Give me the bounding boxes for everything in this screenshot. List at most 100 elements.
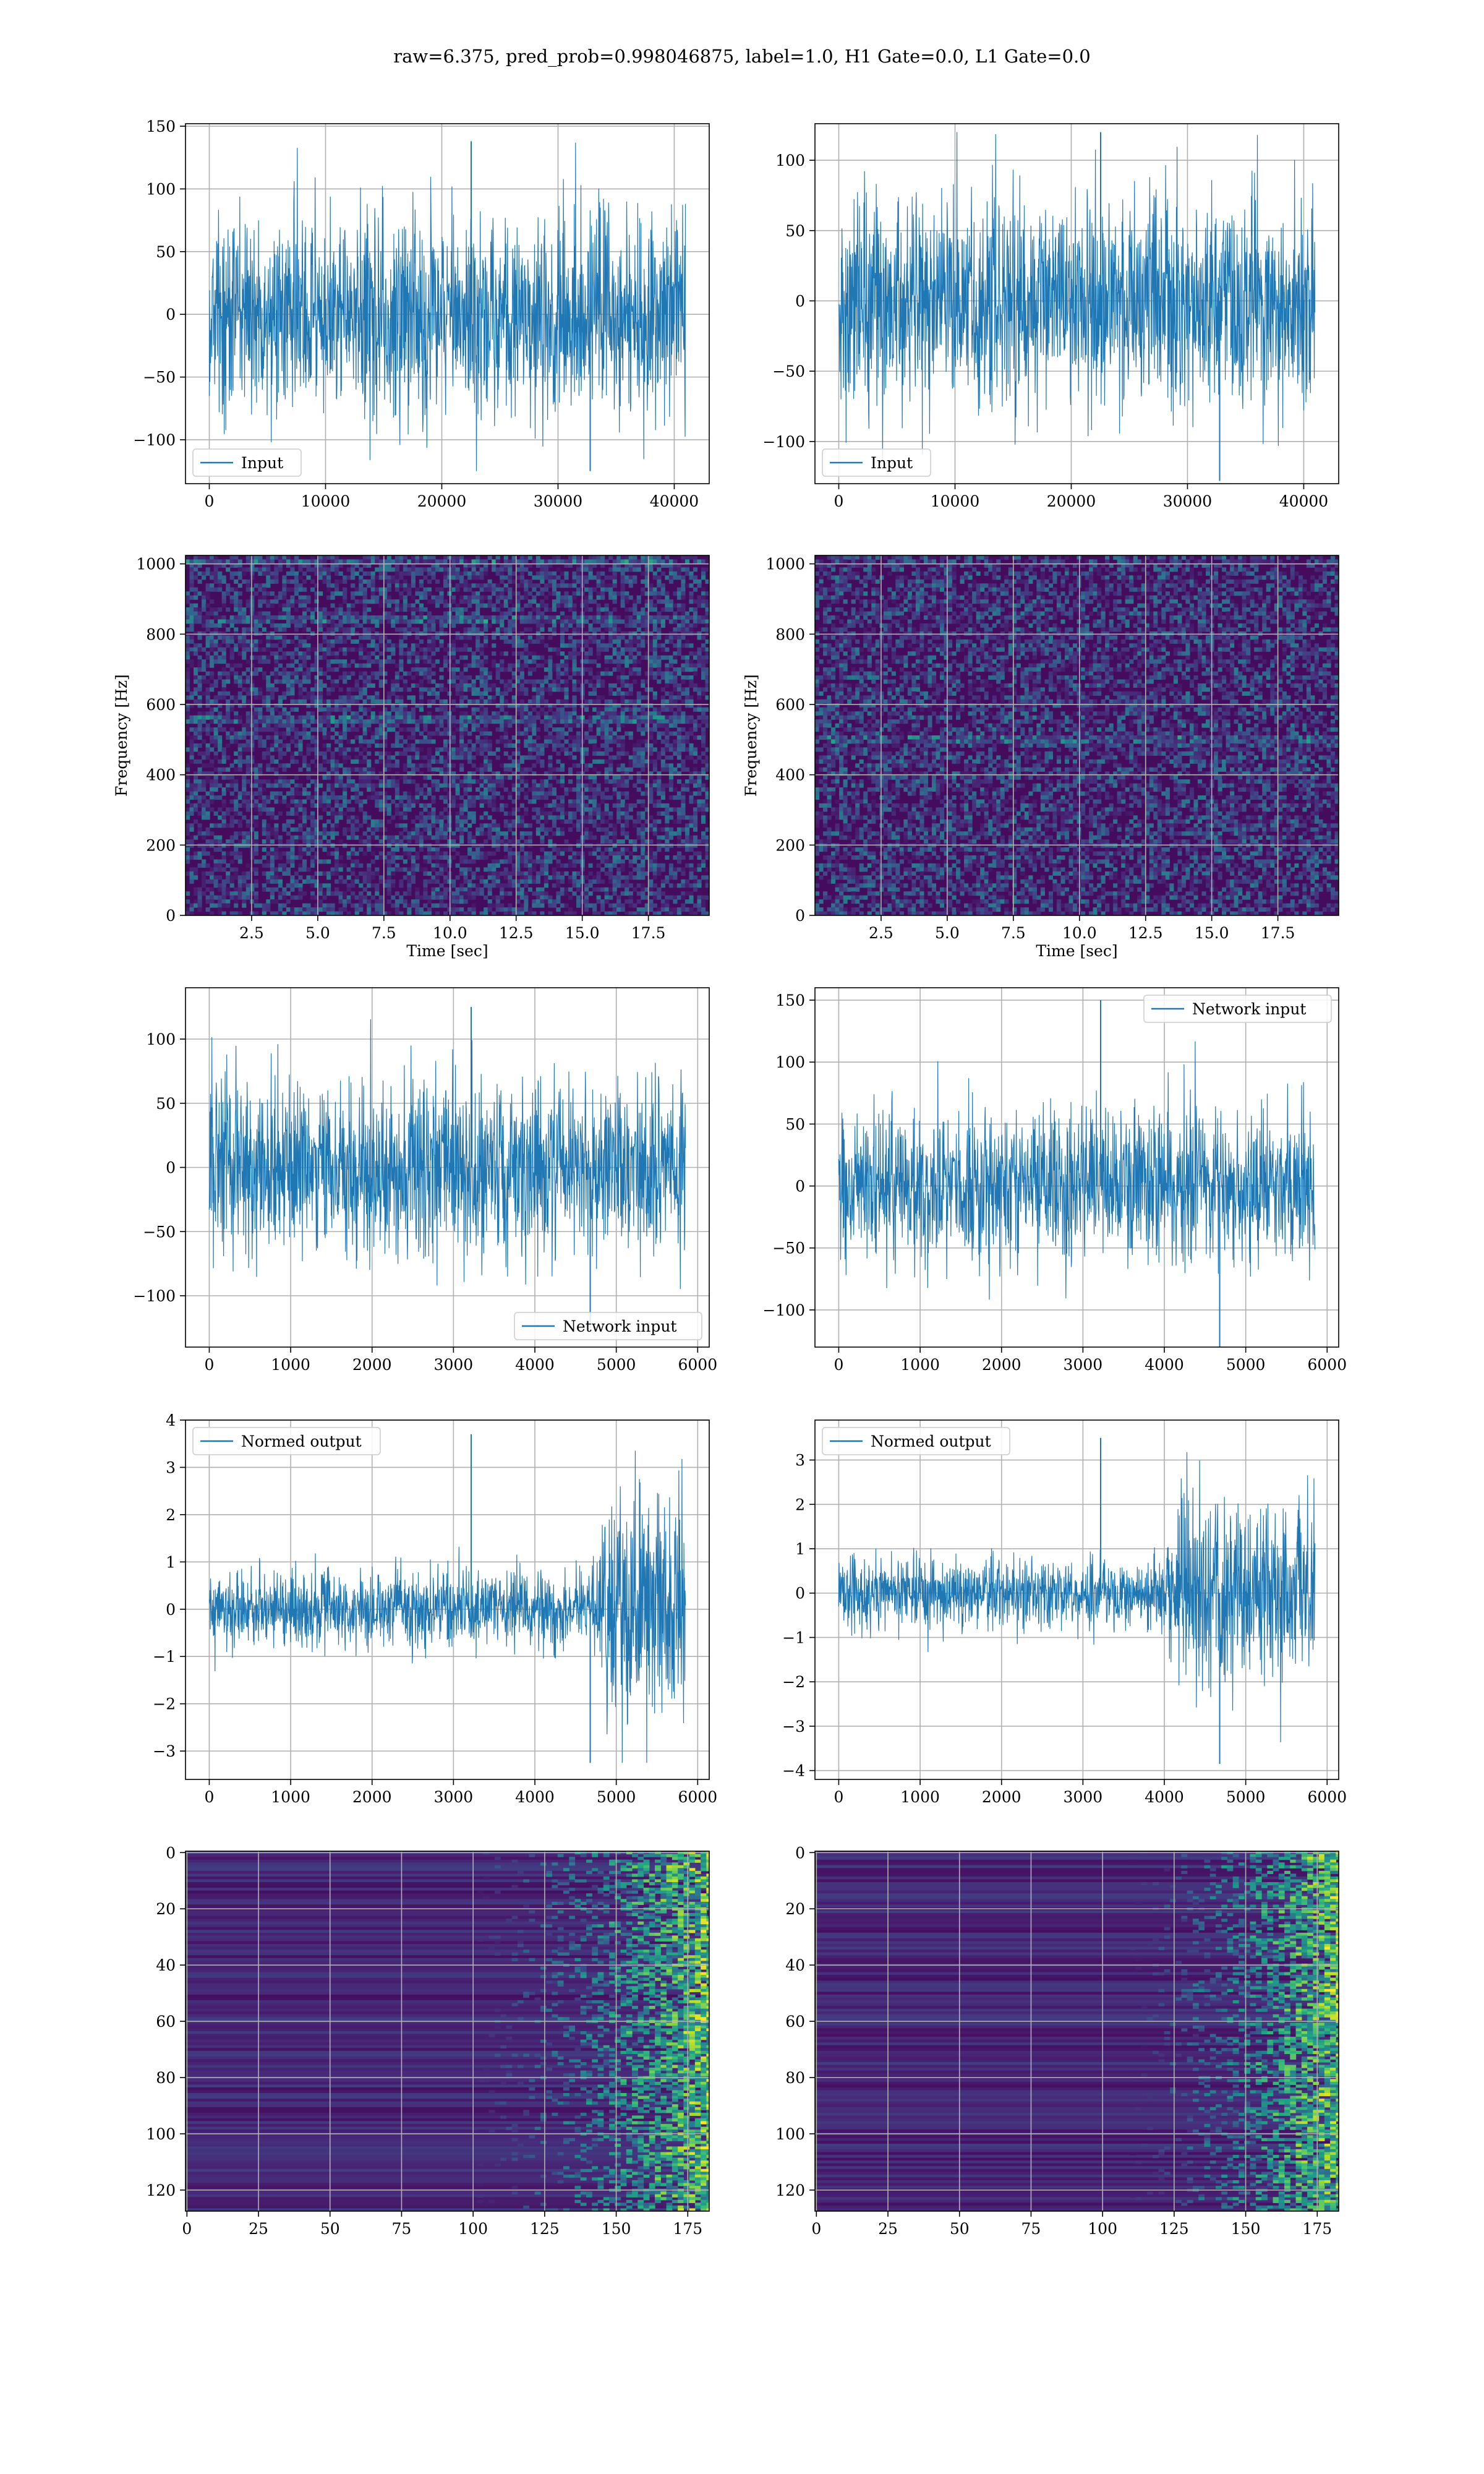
heatmap-cell [202, 619, 207, 624]
heatmap-cell [628, 579, 633, 584]
heatmap-cell [218, 563, 223, 568]
heatmap-cell [576, 555, 581, 560]
heatmap-cell [221, 631, 226, 636]
heatmap-cell [302, 699, 307, 704]
heatmap-cell [431, 623, 436, 628]
heatmap-cell [701, 787, 706, 792]
heatmap-cell [628, 567, 633, 572]
heatmap-cell [560, 663, 565, 668]
heatmap-cell [326, 687, 331, 692]
heatmap-cell [343, 627, 348, 632]
heatmap-cell [274, 723, 279, 728]
heatmap-cell [286, 611, 291, 616]
heatmap-cell [592, 635, 597, 640]
heatmap-cell [367, 663, 372, 668]
heatmap-cell [459, 671, 464, 676]
heatmap-cell [535, 751, 540, 756]
heatmap-cell [330, 715, 335, 720]
heatmap-cell [362, 603, 367, 608]
heatmap-cell [608, 691, 613, 696]
heatmap-cell [367, 579, 372, 584]
heatmap-cell [419, 647, 424, 652]
heatmap-cell [242, 631, 247, 636]
heatmap-cell [306, 647, 311, 652]
heatmap-cell [588, 679, 593, 684]
heatmap-cell [676, 735, 681, 740]
heatmap-cell [556, 599, 561, 604]
heatmap-cell [351, 723, 356, 728]
heatmap-cell [705, 579, 709, 584]
heatmap-cell [689, 731, 694, 736]
heatmap-cell [455, 727, 460, 732]
heatmap-cell [576, 615, 581, 620]
heatmap-cell [636, 763, 641, 768]
heatmap-cell [689, 643, 694, 648]
heatmap-cell [620, 771, 625, 776]
heatmap-cell [346, 779, 351, 784]
heatmap-cell [359, 767, 364, 772]
heatmap-cell [399, 635, 404, 640]
heatmap-cell [266, 675, 271, 680]
heatmap-cell [616, 751, 621, 756]
heatmap-cell [552, 703, 557, 708]
heatmap-cell [673, 687, 678, 692]
heatmap-cell [242, 687, 247, 692]
heatmap-cell [495, 687, 500, 692]
heatmap-cell [689, 755, 694, 760]
heatmap-cell [701, 655, 706, 660]
heatmap-cell [596, 671, 601, 676]
heatmap-cell [604, 655, 609, 660]
heatmap-cell [604, 659, 609, 664]
heatmap-cell [407, 763, 412, 768]
heatmap-cell [391, 607, 396, 612]
heatmap-cell [210, 559, 215, 564]
heatmap-cell [270, 615, 275, 620]
heatmap-cell [294, 727, 299, 732]
heatmap-cell [386, 599, 391, 604]
heatmap-cell [620, 715, 625, 720]
heatmap-cell [362, 783, 367, 788]
heatmap-cell [278, 663, 283, 668]
heatmap-cell [604, 723, 609, 728]
heatmap-cell [419, 607, 424, 612]
heatmap-cell [519, 679, 524, 684]
heatmap-cell [701, 603, 706, 608]
heatmap-cell [202, 679, 207, 684]
heatmap-cell [302, 791, 307, 796]
heatmap-cell [278, 743, 283, 748]
heatmap-cell [258, 615, 263, 620]
heatmap-cell [519, 619, 524, 624]
heatmap-cell [245, 687, 250, 692]
heatmap-cell [604, 667, 609, 672]
heatmap-cell [576, 651, 581, 656]
heatmap-cell [508, 591, 513, 596]
heatmap-cell [419, 667, 424, 672]
heatmap-cell [681, 595, 686, 600]
heatmap-cell [455, 719, 460, 724]
heatmap-cell [519, 555, 524, 560]
heatmap-cell [194, 631, 198, 636]
heatmap-cell [210, 763, 215, 768]
heatmap-cell [186, 599, 190, 604]
heatmap-cell [484, 567, 488, 572]
heatmap-cell [560, 659, 565, 664]
heatmap-cell [338, 703, 343, 708]
heatmap-cell [604, 647, 609, 652]
heatmap-cell [335, 567, 339, 572]
heatmap-cell [540, 579, 545, 584]
heatmap-cell [362, 611, 367, 616]
heatmap-cell [302, 627, 307, 632]
heatmap-cell [612, 739, 617, 744]
heatmap-cell [274, 743, 279, 748]
heatmap-cell [620, 699, 625, 704]
heatmap-cell [443, 731, 448, 736]
heatmap-cell [218, 743, 223, 748]
heatmap-cell [286, 743, 291, 748]
heatmap-cell [431, 627, 436, 632]
heatmap-cell [194, 643, 198, 648]
heatmap-cell [552, 615, 557, 620]
heatmap-cell [540, 779, 545, 784]
heatmap-cell [660, 795, 665, 800]
heatmap-cell [386, 723, 391, 728]
heatmap-cell [354, 783, 359, 788]
